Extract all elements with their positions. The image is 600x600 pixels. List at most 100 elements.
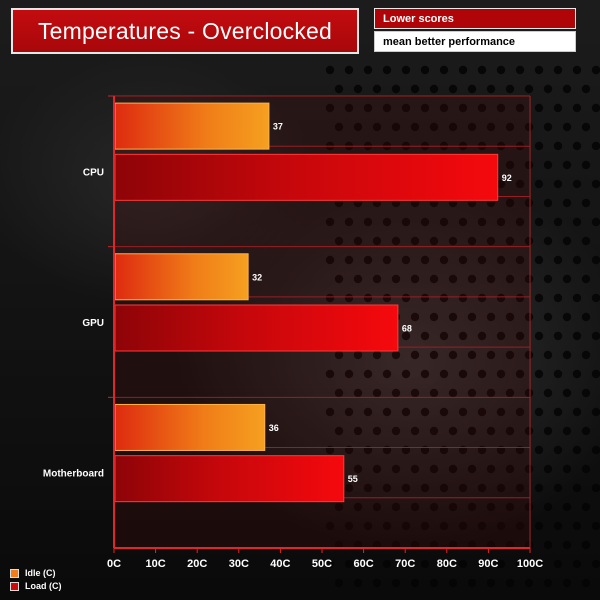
- panel-hole: [363, 369, 373, 379]
- panel-hole: [496, 255, 506, 265]
- panel-hole: [391, 122, 401, 132]
- panel-hole: [543, 274, 553, 284]
- panel-hole: [420, 103, 430, 113]
- panel-hole: [334, 350, 344, 360]
- panel-hole: [477, 559, 487, 569]
- panel-hole: [448, 236, 458, 246]
- category-label-motherboard: Motherboard: [43, 469, 104, 480]
- panel-hole: [553, 369, 563, 379]
- panel-hole: [505, 198, 515, 208]
- panel-hole: [401, 559, 411, 569]
- panel-hole: [562, 236, 572, 246]
- panel-hole: [391, 578, 401, 588]
- panel-hole: [486, 350, 496, 360]
- x-tick-label-80c: 80C: [437, 558, 457, 570]
- legend-item-load: Load (C): [10, 580, 62, 592]
- panel-hole: [344, 521, 354, 531]
- panel-hole: [458, 483, 468, 493]
- panel-hole: [496, 559, 506, 569]
- panel-hole: [477, 521, 487, 531]
- panel-hole: [496, 483, 506, 493]
- note-lower-scores: Lower scores: [374, 8, 576, 29]
- panel-hole: [477, 217, 487, 227]
- panel-hole: [581, 198, 591, 208]
- panel-hole: [448, 502, 458, 512]
- panel-hole: [410, 122, 420, 132]
- panel-hole: [505, 312, 515, 322]
- panel-hole: [553, 179, 563, 189]
- panel-hole: [448, 464, 458, 474]
- panel-hole: [581, 122, 591, 132]
- panel-hole: [353, 464, 363, 474]
- panel-hole: [562, 388, 572, 398]
- panel-hole: [363, 103, 373, 113]
- panel-hole: [401, 483, 411, 493]
- panel-hole: [515, 217, 525, 227]
- panel-hole: [410, 198, 420, 208]
- panel-hole: [543, 426, 553, 436]
- panel-hole: [410, 502, 420, 512]
- panel-hole: [391, 274, 401, 284]
- panel-hole: [467, 198, 477, 208]
- panel-hole: [572, 407, 582, 417]
- panel-hole: [439, 331, 449, 341]
- x-tick-label-70c: 70C: [395, 558, 415, 570]
- panel-hole: [344, 217, 354, 227]
- panel-hole: [448, 122, 458, 132]
- panel-hole: [553, 217, 563, 227]
- panel-hole: [591, 483, 600, 493]
- panel-hole: [534, 179, 544, 189]
- panel-hole: [543, 198, 553, 208]
- data-label-idle-c-motherboard: 36: [269, 423, 279, 433]
- panel-hole: [524, 236, 534, 246]
- category-label-gpu: GPU: [82, 318, 104, 329]
- panel-hole: [543, 578, 553, 588]
- panel-hole: [572, 483, 582, 493]
- panel-hole: [382, 559, 392, 569]
- panel-hole: [486, 578, 496, 588]
- x-tick-label-90c: 90C: [478, 558, 498, 570]
- panel-hole: [458, 65, 468, 75]
- panel-hole: [534, 255, 544, 265]
- panel-hole: [401, 65, 411, 75]
- panel-hole: [429, 84, 439, 94]
- panel-hole: [382, 369, 392, 379]
- panel-hole: [439, 369, 449, 379]
- panel-hole: [477, 369, 487, 379]
- panel-hole: [401, 407, 411, 417]
- panel-hole: [344, 407, 354, 417]
- panel-hole: [439, 217, 449, 227]
- panel-hole: [372, 274, 382, 284]
- panel-hole: [572, 293, 582, 303]
- data-label-idle-c-cpu: 37: [273, 122, 283, 132]
- panel-hole: [505, 350, 515, 360]
- panel-hole: [496, 369, 506, 379]
- panel-hole: [372, 464, 382, 474]
- panel-hole: [382, 293, 392, 303]
- panel-hole: [581, 540, 591, 550]
- panel-hole: [325, 521, 335, 531]
- panel-hole: [524, 274, 534, 284]
- panel-hole: [372, 578, 382, 588]
- panel-hole: [353, 198, 363, 208]
- data-label-idle-c-gpu: 32: [252, 272, 262, 282]
- bar-idle-c-gpu: [114, 253, 249, 301]
- panel-hole: [543, 464, 553, 474]
- panel-hole: [458, 331, 468, 341]
- panel-hole: [334, 426, 344, 436]
- panel-hole: [477, 293, 487, 303]
- x-tick-label-40c: 40C: [270, 558, 290, 570]
- panel-hole: [458, 255, 468, 265]
- panel-hole: [543, 502, 553, 512]
- panel-hole: [467, 502, 477, 512]
- panel-hole: [429, 122, 439, 132]
- panel-hole: [439, 103, 449, 113]
- panel-hole: [581, 350, 591, 360]
- panel-hole: [562, 464, 572, 474]
- panel-hole: [534, 407, 544, 417]
- panel-hole: [581, 464, 591, 474]
- panel-hole: [353, 84, 363, 94]
- panel-hole: [524, 426, 534, 436]
- panel-hole: [486, 236, 496, 246]
- panel-hole: [572, 141, 582, 151]
